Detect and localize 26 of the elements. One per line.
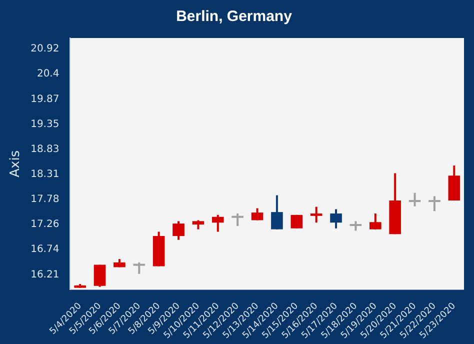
candlestick [133,261,146,275]
candlestick [369,212,382,230]
y-tick-label: 20.4 [36,68,60,80]
y-tick-label: 19.87 [30,94,60,105]
y-tick-label: 18.83 [30,144,60,155]
candlestick [428,195,440,212]
candlestick [330,208,342,230]
y-tick-label: 16.74 [30,244,60,256]
y-tick-label: 16.21 [30,269,60,280]
candlestick [172,220,184,241]
candlestick [232,212,244,227]
y-tick-label: 17.78 [30,194,60,206]
y-axis-title: Axis [8,150,24,178]
candlestick [212,214,224,233]
candlestick [408,192,421,208]
y-tick-label: 19.35 [30,118,60,130]
candlestick [94,264,106,288]
candlestick [350,220,362,232]
candlestick [271,194,283,230]
candlestick [310,206,322,224]
chart-title: Berlin, Germany [176,8,293,26]
y-tick-label: 18.31 [30,168,60,180]
y-tick-label: 17.26 [30,219,60,230]
y-tick-label: 20.92 [30,44,60,55]
candlestick [290,214,303,230]
candlestick [192,219,204,230]
